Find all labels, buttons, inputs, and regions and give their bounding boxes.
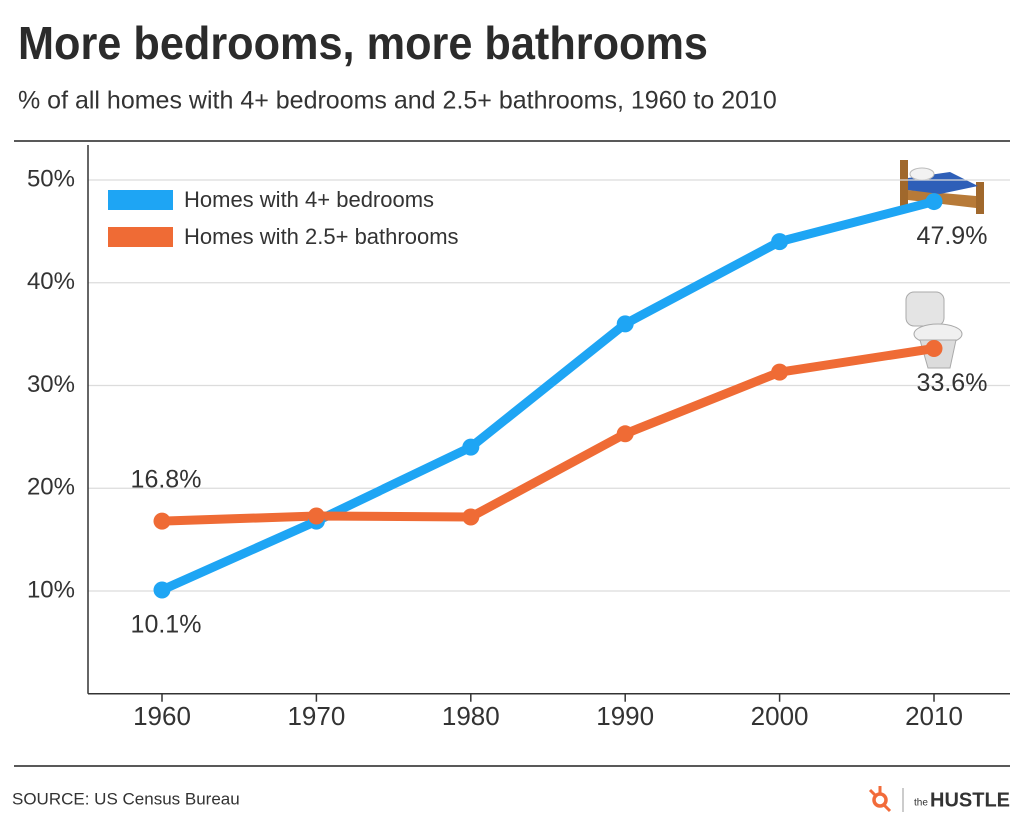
y-tick-label: 40% xyxy=(27,268,75,295)
data-point xyxy=(462,508,480,526)
chart-subtitle: % of all homes with 4+ bedrooms and 2.5+… xyxy=(18,87,777,115)
logo-prefix: the xyxy=(914,798,928,809)
legend-label: Homes with 4+ bedrooms xyxy=(184,187,434,212)
logo-name: HUSTLE xyxy=(930,789,1010,811)
data-point xyxy=(925,193,943,211)
toilet-tank xyxy=(905,291,945,327)
data-label: 10.1% xyxy=(131,611,202,639)
x-tick-label: 1990 xyxy=(596,701,654,731)
data-point xyxy=(153,581,171,599)
series-line xyxy=(161,344,935,526)
y-tick-label: 10% xyxy=(27,576,75,603)
data-label: 16.8% xyxy=(131,466,202,494)
data-point xyxy=(771,363,789,381)
plot: 10% 20% 30% 40% 50% 1960 1970 1980 1990 2000 2010 1… xyxy=(27,145,1010,731)
logo: the HUSTLE xyxy=(868,786,1010,813)
logo-icon xyxy=(882,803,892,813)
data-point xyxy=(153,512,171,530)
data-point xyxy=(462,438,480,456)
series-line xyxy=(160,197,936,595)
x-tick-label: 1980 xyxy=(442,701,500,731)
data-label: 47.9% xyxy=(917,222,988,250)
data-point xyxy=(307,507,325,525)
x-tick-label: 1970 xyxy=(287,701,345,731)
chart-title: More bedrooms, more bathrooms xyxy=(18,17,708,69)
bed-post xyxy=(976,182,984,214)
data-point xyxy=(616,315,634,333)
y-tick-label: 20% xyxy=(27,474,75,501)
data-point xyxy=(771,233,789,251)
y-tick-label: 50% xyxy=(27,165,75,192)
y-tick-label: 30% xyxy=(27,371,75,398)
x-tick-label: 2000 xyxy=(751,701,809,731)
x-tick-label: 1960 xyxy=(133,701,191,731)
bed-post xyxy=(900,160,908,212)
data-point xyxy=(925,340,943,358)
logo-icon xyxy=(868,788,878,798)
bed-pillow xyxy=(909,167,935,181)
legend-label: Homes with 2.5+ bathrooms xyxy=(184,224,459,249)
data-point xyxy=(616,425,634,443)
source: SOURCE: US Census Bureau xyxy=(12,789,240,808)
data-label: 33.6% xyxy=(917,369,988,397)
x-tick-label: 2010 xyxy=(905,701,963,731)
